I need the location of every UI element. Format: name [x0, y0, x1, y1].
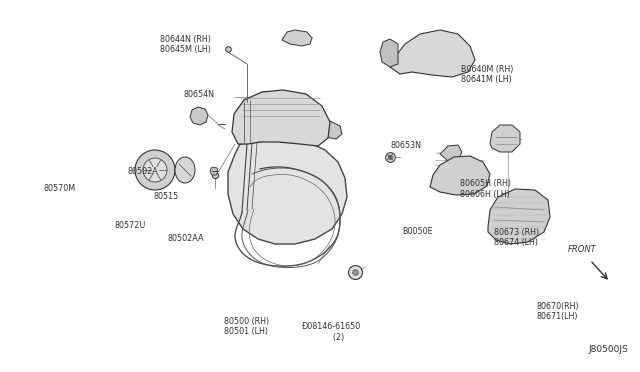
- Polygon shape: [490, 125, 520, 152]
- Text: B0050E: B0050E: [402, 227, 433, 236]
- Polygon shape: [282, 30, 312, 46]
- Polygon shape: [190, 107, 208, 125]
- Text: Ð08146-61650
      (2): Ð08146-61650 (2): [302, 322, 361, 341]
- Polygon shape: [210, 167, 218, 175]
- Text: B0640M (RH)
80641M (LH): B0640M (RH) 80641M (LH): [461, 65, 513, 84]
- Text: 80673 (RH)
80674 (LH): 80673 (RH) 80674 (LH): [494, 228, 540, 247]
- Text: 80654N: 80654N: [184, 90, 214, 99]
- Polygon shape: [255, 97, 316, 134]
- Text: 80502AA: 80502AA: [168, 234, 204, 243]
- Polygon shape: [232, 90, 330, 146]
- Text: 80502A: 80502A: [128, 167, 159, 176]
- Text: 80500 (RH)
80501 (LH): 80500 (RH) 80501 (LH): [224, 317, 269, 336]
- Polygon shape: [380, 39, 398, 67]
- Text: 80670(RH)
80671(LH): 80670(RH) 80671(LH): [536, 302, 579, 321]
- Text: 80572U: 80572U: [115, 221, 146, 230]
- Polygon shape: [440, 145, 462, 161]
- Polygon shape: [228, 140, 347, 244]
- Text: 80570M: 80570M: [44, 185, 76, 193]
- Text: 80605H (RH)
80606H (LH): 80605H (RH) 80606H (LH): [460, 179, 511, 199]
- Polygon shape: [430, 156, 490, 195]
- Polygon shape: [312, 117, 342, 139]
- Text: 80515: 80515: [154, 192, 179, 201]
- Text: J80500JS: J80500JS: [588, 345, 628, 354]
- Text: FRONT: FRONT: [568, 245, 596, 254]
- Ellipse shape: [175, 157, 195, 183]
- Text: 80644N (RH)
80645M (LH): 80644N (RH) 80645M (LH): [161, 35, 211, 54]
- Polygon shape: [488, 189, 550, 244]
- Circle shape: [135, 150, 175, 190]
- Text: 80653N: 80653N: [390, 141, 421, 150]
- Circle shape: [143, 158, 167, 182]
- Polygon shape: [390, 30, 475, 77]
